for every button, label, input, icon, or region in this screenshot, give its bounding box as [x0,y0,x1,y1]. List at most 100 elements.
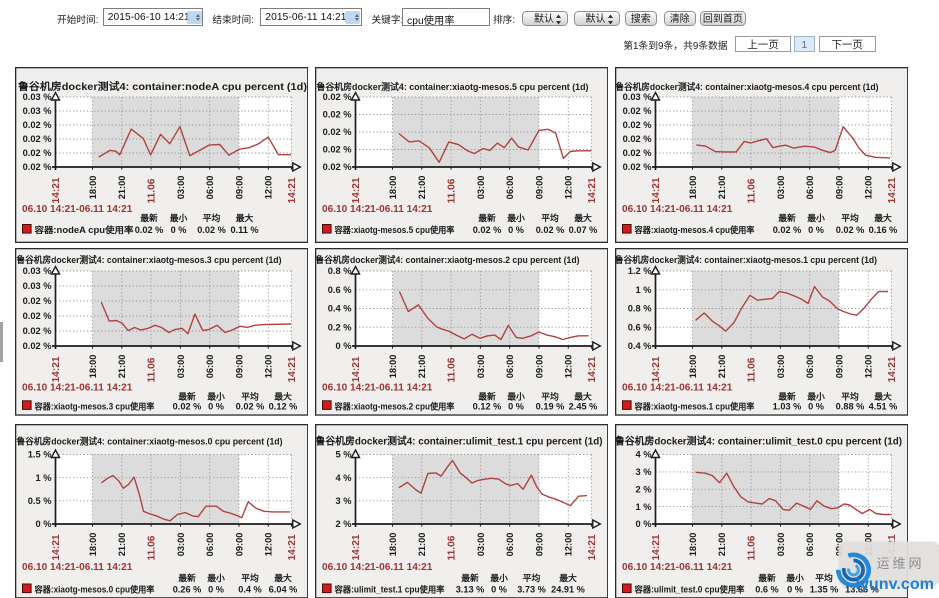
svg-text:运维网: 运维网 [877,556,925,571]
svg-text:09:00: 09:00 [834,176,844,200]
svg-text:4.51 %: 4.51 % [868,402,897,412]
svg-text:06:00: 06:00 [505,532,515,556]
svg-text:平均: 平均 [203,212,221,223]
svg-text:18:00: 18:00 [88,176,98,200]
svg-text:18:00: 18:00 [387,532,397,556]
svg-text:11.06: 11.06 [746,535,757,560]
svg-text:0.12 %: 0.12 % [269,402,298,412]
svg-text:09:00: 09:00 [234,532,244,556]
svg-text:09:00: 09:00 [834,532,844,556]
svg-text:11.06: 11.06 [746,179,757,204]
svg-text:18:00: 18:00 [687,532,697,556]
svg-text:1.35 %: 1.35 % [809,584,838,594]
svg-text:0 %: 0 % [635,519,651,529]
svg-text:0 %: 0 % [508,402,524,412]
svg-text:3 %: 3 % [635,467,651,477]
svg-text:4 %: 4 % [335,473,351,483]
svg-text:06.10 14:21-06.11 14:21: 06.10 14:21-06.11 14:21 [22,383,133,394]
svg-text:0 %: 0 % [208,402,224,412]
svg-text:0 %: 0 % [808,225,824,235]
svg-text:14:21: 14:21 [351,356,362,382]
svg-text:最小: 最小 [507,212,525,223]
svg-text:最新: 最新 [778,212,796,223]
svg-text:11.06: 11.06 [147,358,158,383]
svg-text:容器:xiaotg-mesos.5 cpu使用率: 容器:xiaotg-mesos.5 cpu使用率 [333,224,454,235]
svg-text:03:00: 03:00 [176,355,186,379]
svg-text:0.19 %: 0.19 % [535,402,564,412]
svg-text:容器:xiaotg-mesos.1 cpu使用率: 容器:xiaotg-mesos.1 cpu使用率 [633,401,754,412]
svg-text:18:00: 18:00 [387,176,397,200]
svg-text:最小: 最小 [786,572,804,583]
svg-text:03:00: 03:00 [775,532,785,556]
svg-text:03:00: 03:00 [475,176,485,200]
svg-text:0.03 %: 0.03 % [23,282,52,292]
svg-text:18:00: 18:00 [687,355,697,379]
svg-text:最新: 最新 [478,391,496,402]
svg-text:0.02 %: 0.02 % [322,128,351,138]
svg-text:03:00: 03:00 [775,355,785,379]
svg-text:鲁谷机房docker测试4: container:ulimi: 鲁谷机房docker测试4: container:ulimit_test.1 c… [315,434,602,447]
svg-text:最大: 最大 [274,391,292,402]
svg-text:06:00: 06:00 [205,532,215,556]
svg-text:最大: 最大 [874,391,892,402]
svg-text:6.04 %: 6.04 % [269,584,298,594]
svg-text:09:00: 09:00 [834,355,844,379]
svg-text:18:00: 18:00 [88,532,98,556]
svg-text:平均: 平均 [815,572,833,583]
svg-text:0.02 %: 0.02 % [23,163,52,173]
svg-text:平均: 平均 [541,212,559,223]
svg-text:0.02 %: 0.02 % [322,145,351,155]
svg-text:4 %: 4 % [635,449,651,459]
svg-text:21:00: 21:00 [417,532,427,556]
svg-text:0.03 %: 0.03 % [23,107,52,117]
svg-text:0.02 %: 0.02 % [23,297,52,307]
svg-text:14:21: 14:21 [887,177,898,203]
svg-text:0.03 %: 0.03 % [23,267,52,277]
svg-text:0.02 %: 0.02 % [236,402,265,412]
svg-text:06:00: 06:00 [205,355,215,379]
svg-text:09:00: 09:00 [234,176,244,200]
svg-text:24.91 %: 24.91 % [551,584,585,594]
svg-text:0 %: 0 % [508,225,524,235]
svg-text:0.02 %: 0.02 % [23,312,52,322]
svg-text:0 %: 0 % [171,225,187,235]
svg-text:03:00: 03:00 [475,355,485,379]
svg-text:最小: 最小 [207,391,225,402]
svg-text:最大: 最大 [236,212,254,223]
svg-text:0.5 %: 0.5 % [28,496,52,506]
svg-text:容器:xiaotg-mesos.3 cpu使用率: 容器:xiaotg-mesos.3 cpu使用率 [34,401,155,412]
svg-text:06:00: 06:00 [805,355,815,379]
svg-text:03:00: 03:00 [475,532,485,556]
svg-text:1 %: 1 % [635,502,651,512]
svg-text:14:21: 14:21 [287,177,298,203]
svg-text:1 %: 1 % [35,473,51,483]
svg-text:21:00: 21:00 [117,176,127,200]
svg-text:0.02 %: 0.02 % [622,107,651,117]
svg-text:03:00: 03:00 [775,176,785,200]
svg-text:最新: 最新 [758,572,776,583]
svg-text:最小: 最小 [207,572,225,583]
svg-text:12:00: 12:00 [863,355,873,379]
svg-text:18:00: 18:00 [88,355,98,379]
svg-text:12:00: 12:00 [264,355,274,379]
svg-text:0 %: 0 % [808,402,824,412]
svg-text:最大: 最大 [559,572,577,583]
svg-text:14:21: 14:21 [887,356,898,382]
svg-text:鲁谷机房docker测试4: container:xiaot: 鲁谷机房docker测试4: container:xiaotg-mesos.3 … [17,254,282,265]
svg-text:14:21: 14:21 [587,534,598,560]
svg-text:06.10 14:21-06.11 14:21: 06.10 14:21-06.11 14:21 [322,562,433,573]
svg-text:12:00: 12:00 [264,176,274,200]
svg-text:09:00: 09:00 [534,176,544,200]
svg-text:14:21: 14:21 [51,356,62,382]
svg-text:12:00: 12:00 [563,176,573,200]
svg-text:0.6 %: 0.6 % [627,323,651,333]
svg-text:2 %: 2 % [335,519,351,529]
svg-text:0.8 %: 0.8 % [327,267,351,277]
svg-text:06.10 14:21-06.11 14:21: 06.10 14:21-06.11 14:21 [622,562,733,573]
svg-text:0.2 %: 0.2 % [327,323,351,333]
svg-text:11.06: 11.06 [446,358,457,383]
svg-text:0.12 %: 0.12 % [472,402,501,412]
svg-text:0.02 %: 0.02 % [472,225,501,235]
svg-text:鲁谷机房docker测试4: container:xiaot: 鲁谷机房docker测试4: container:xiaotg-mesos.5 … [316,81,588,92]
svg-text:03:00: 03:00 [176,532,186,556]
